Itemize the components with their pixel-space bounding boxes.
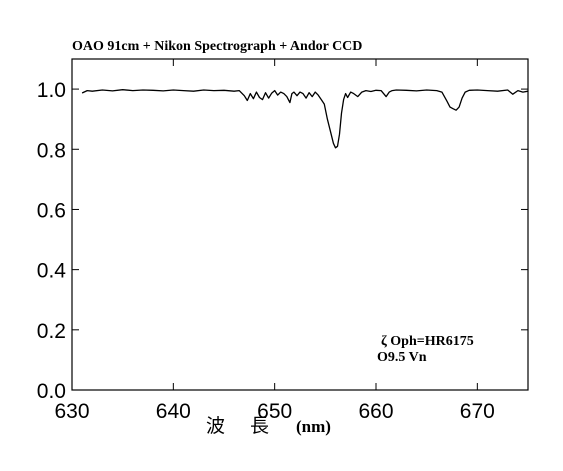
- spectrum-series-line: [81, 89, 529, 149]
- y-axis: 0.0 0.2 0.4 0.6 0.8 1.0: [37, 79, 528, 403]
- annotation-star-name: ζ Oph=HR6175: [381, 334, 474, 349]
- x-axis: 630 640 650 660 670: [54, 59, 495, 423]
- y-tick-label: 0.6: [37, 199, 66, 222]
- chart-title: OAO 91cm + Nikon Spectrograph + Andor CC…: [72, 39, 362, 54]
- x-axis-label-char-2: 長: [250, 415, 269, 437]
- x-axis-label-unit: (nm): [296, 417, 331, 436]
- x-tick-label: 630: [54, 400, 89, 423]
- x-tick-label: 670: [460, 400, 495, 423]
- y-tick-label: 0.0: [37, 380, 66, 403]
- y-tick-label: 0.8: [37, 139, 66, 162]
- y-tick-label: 0.2: [37, 320, 66, 343]
- x-tick-label: 650: [257, 400, 292, 423]
- y-tick-label: 0.4: [37, 260, 67, 283]
- plot-frame: [71, 58, 529, 391]
- y-tick-label: 1.0: [37, 79, 66, 102]
- x-tick-label: 640: [156, 400, 191, 423]
- x-tick-label: 660: [358, 400, 393, 423]
- x-axis-label-char-1: 波: [206, 415, 225, 437]
- annotation-spectral-type: O9.5 Vn: [377, 350, 427, 365]
